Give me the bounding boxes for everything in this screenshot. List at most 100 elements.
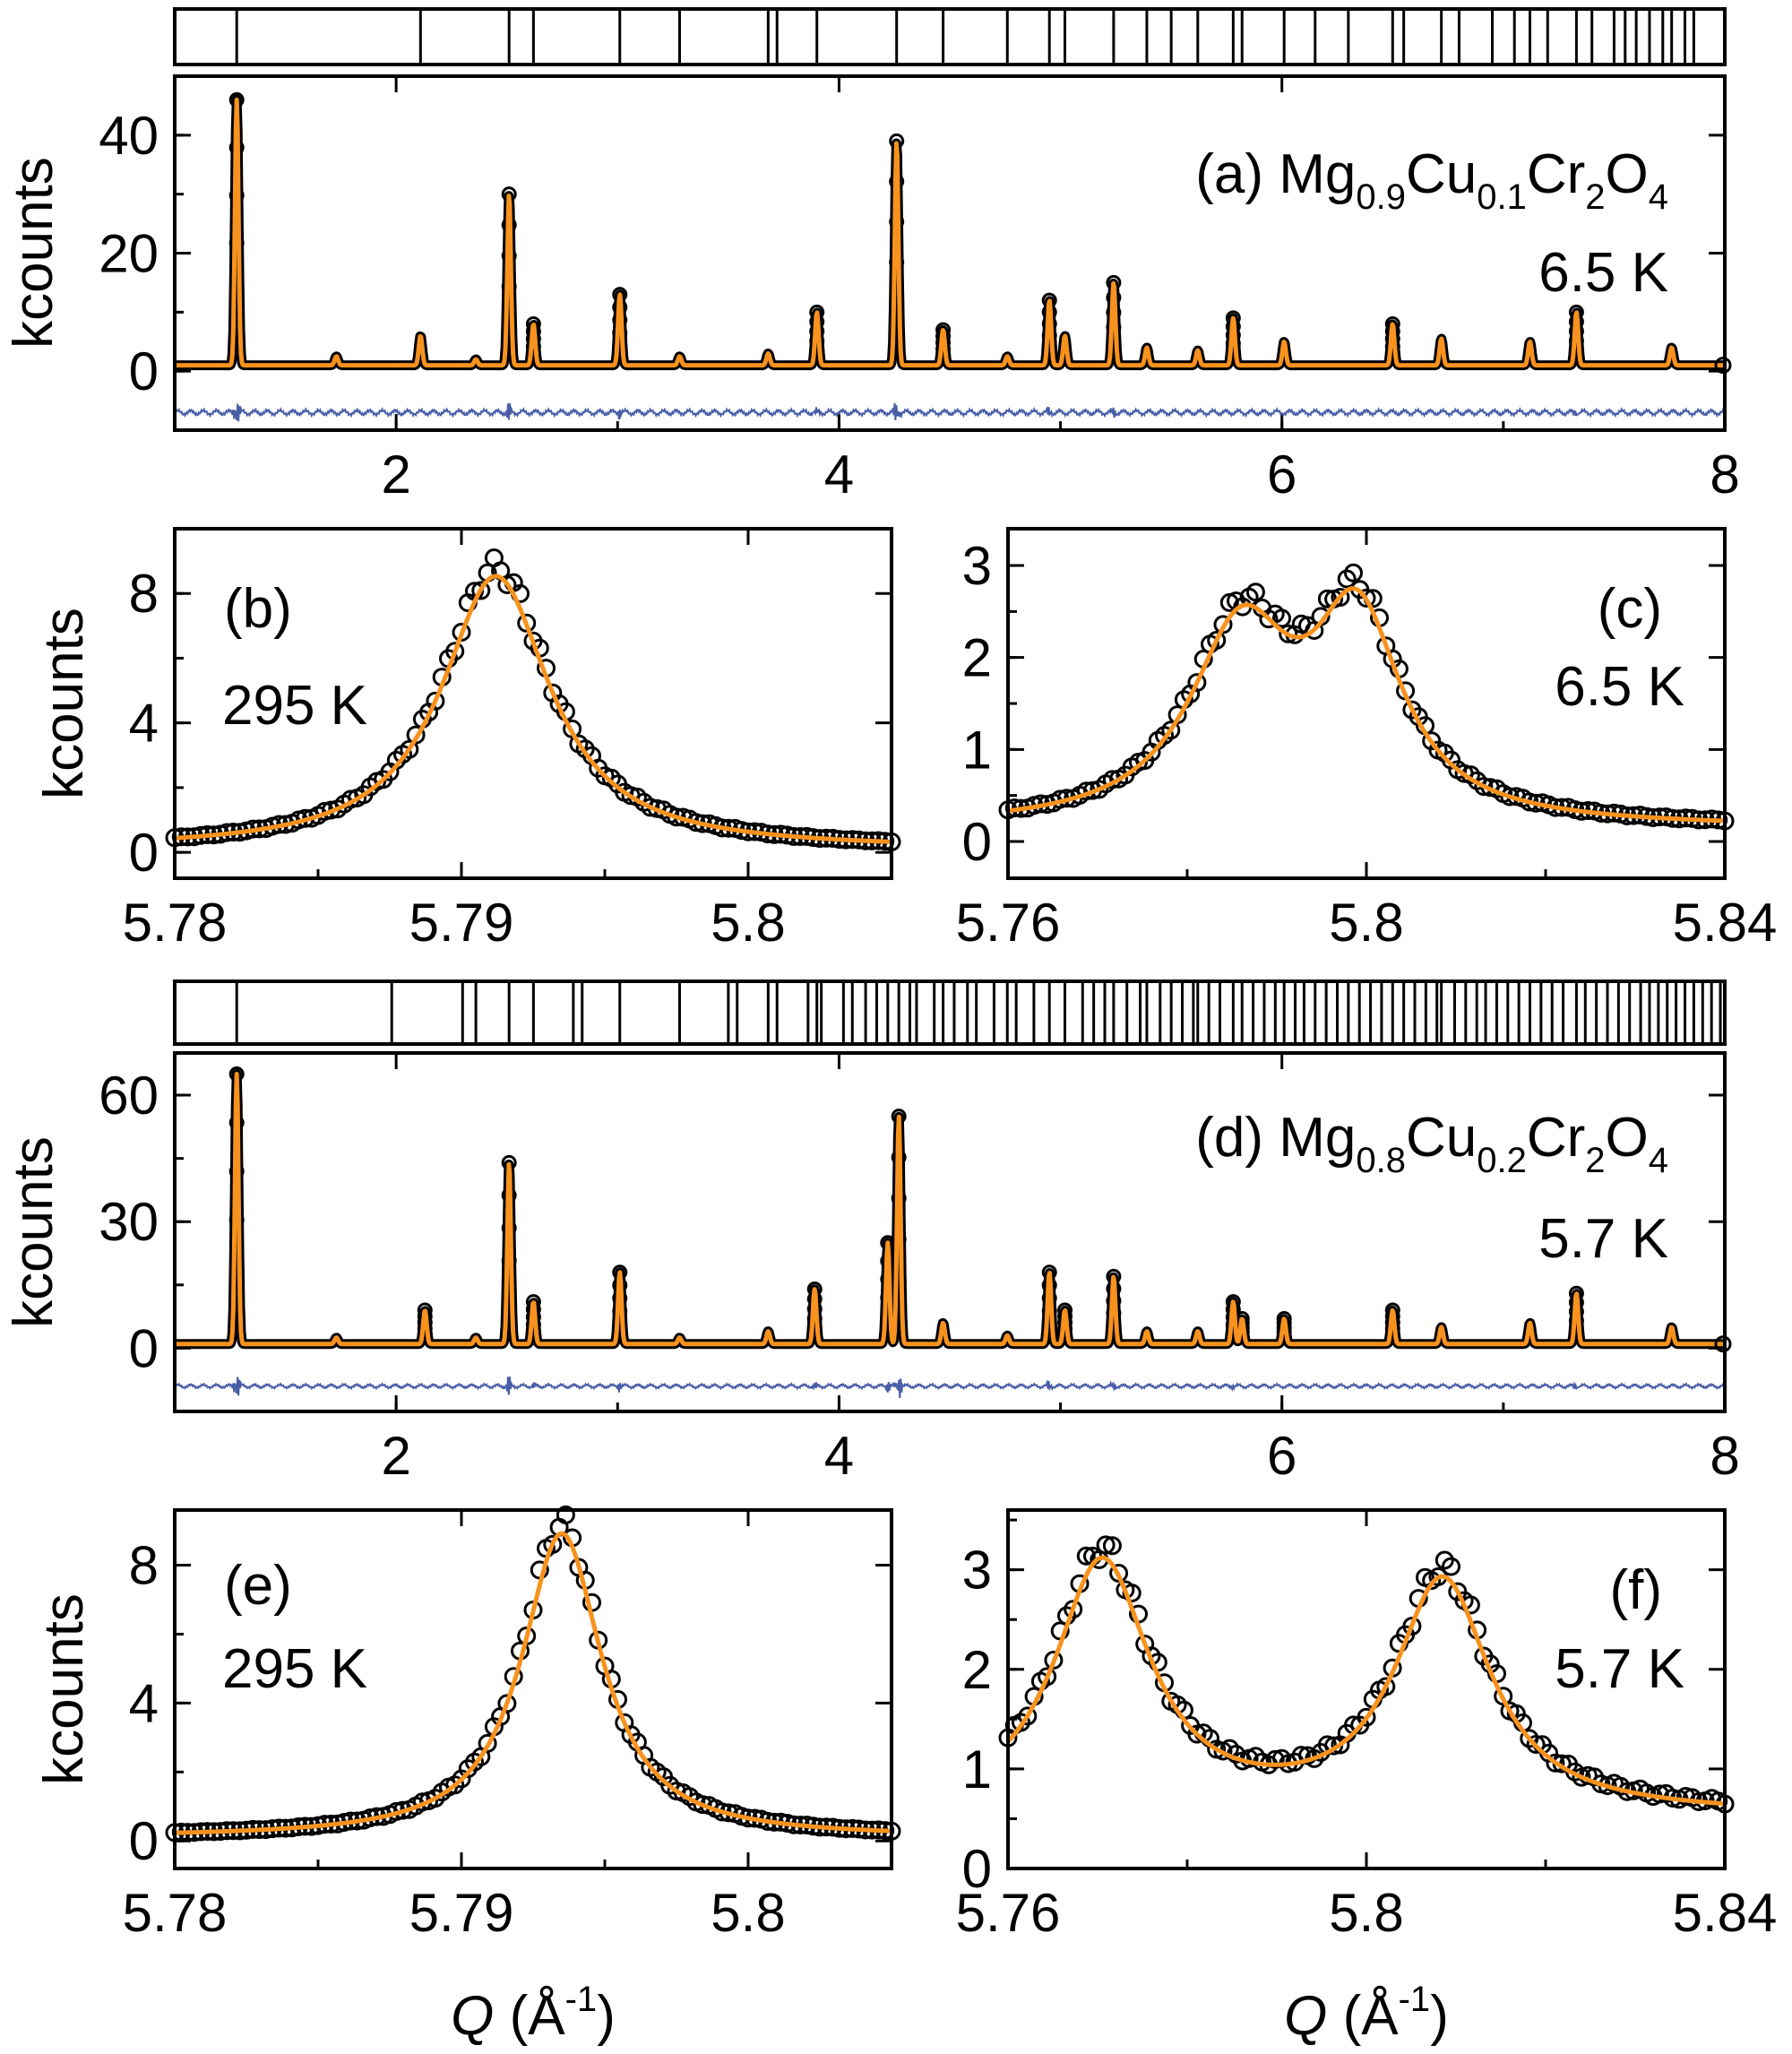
x-axis-label-right: Q (Å-1) [1284,1980,1449,2047]
difference-curve-d [174,1377,1725,1399]
data-point-f [1102,1536,1122,1556]
bragg-ticks-a [235,9,1695,65]
plot-area-b: 5.78 5.79 5.8 0 4 8 [123,527,901,953]
data-point-d [525,1325,541,1341]
x-tick-label-b: 5.78 [123,893,228,953]
panel-c-temperature: 6.5 K [1555,656,1684,718]
y-tick-label-b: 0 [129,823,159,883]
y-tick-label-a: 20 [99,224,159,284]
data-point-c [1344,563,1363,583]
panel-d: 2 4 6 8 0 30 60 (d) Mg0.8Cu0.2Cr2O4 5.7 K kcou… [3,1051,1740,1486]
data-point-a [1041,339,1057,355]
panel-b-temperature: 295 K [222,675,367,737]
data-point-e [693,1795,712,1815]
data-point-d [1106,1317,1122,1333]
data-point-c [1357,588,1376,608]
y-tick-label-b: 4 [129,694,159,754]
data-point-f [1402,1617,1422,1636]
data-point-c [1207,631,1227,650]
panel-f-label: (f) [1609,1559,1662,1621]
y-tick-label-b: 8 [129,564,159,624]
data-point-c [1279,624,1298,643]
fit-curve-e [174,1531,892,1835]
data-point-c [1422,731,1442,751]
data-point-d [501,1285,517,1301]
data-point-f [1357,1707,1376,1727]
x-tick-label-e: 5.79 [409,1883,514,1943]
data-point-f [1096,1535,1116,1555]
panel-f-temperature: 5.7 K [1555,1638,1684,1700]
data-point-f [1434,1550,1454,1570]
panel-b-label: (b) [224,578,292,640]
y-tick-label-e: 0 [129,1811,159,1871]
plot-area-f: 5.76 5.8 5.84 0 1 2 3 [956,1510,1777,1943]
data-point-e [478,1733,497,1753]
data-point-c [1161,721,1181,740]
data-point-f [1376,1677,1396,1696]
data-point-a [1225,344,1241,360]
x-tick-label-a: 6 [1267,444,1297,505]
panel-f: 5.76 5.8 5.84 0 1 2 3 (f) 5.7 K [956,1508,1777,1943]
data-point-a [1106,334,1122,350]
data-point-f [1265,1749,1285,1769]
x-tick-label-f: 5.8 [1329,1883,1403,1943]
y-tick-label-e: 8 [129,1536,159,1596]
fit-curve-c [1007,586,1726,824]
plot-area-d: 2 4 6 8 0 30 60 [99,1053,1740,1486]
y-tick-label-f: 0 [962,1839,992,1899]
data-point-e [497,1694,517,1713]
panel-e-ylabel: kcounts [33,1593,95,1785]
y-tick-label-c: 0 [962,812,992,872]
panel-e: 5.78 5.79 5.8 0 4 8 (e) 295 K kcounts [33,1505,901,1943]
y-tick-label-f: 2 [962,1640,992,1700]
data-point-b [641,798,660,817]
x-tick-label-f: 5.76 [956,1883,1061,1943]
x-tick-label-c: 5.76 [956,893,1061,953]
x-tick-label-e: 5.78 [123,1883,228,1943]
data-point-f [1018,1706,1038,1726]
data-point-d [891,1273,907,1289]
data-point-c [1317,589,1337,608]
data-point-b [471,581,491,600]
data-point-c [1213,615,1233,634]
data-point-e [556,1505,575,1524]
data-point-f [1076,1546,1096,1566]
y-tick-label-c: 1 [962,720,992,780]
panel-e-temperature: 295 K [222,1638,367,1700]
y-tick-label-d: 30 [99,1192,159,1252]
data-point-a [228,283,245,299]
panel-d-bragg-strip [173,980,1727,1046]
x-tick-label-b: 5.79 [409,893,514,953]
x-tick-label-b: 5.8 [711,893,785,953]
data-point-f [1064,1600,1083,1619]
x-axis-label-left: Q (Å-1) [451,1980,616,2047]
data-point-c [1474,777,1494,797]
plot-area-c: 5.76 5.8 5.84 0 1 2 3 [956,529,1778,953]
x-tick-label-d: 2 [381,1426,410,1486]
x-tick-label-e: 5.8 [711,1883,785,1943]
y-tick-label-f: 1 [962,1739,992,1799]
panel-a-temperature: 6.5 K [1538,242,1668,304]
x-tick-label-a: 2 [381,444,410,505]
data-point-f [1526,1735,1546,1754]
data-point-b [426,691,445,711]
panel-d-ylabel: kcounts [3,1136,65,1328]
x-tick-label-c: 5.84 [1673,893,1778,953]
y-tick-label-d: 60 [99,1066,159,1126]
data-point-d [228,1260,245,1276]
data-point-a [809,342,825,358]
fit-curve-b [174,574,892,844]
data-point-d [1041,1316,1057,1332]
data-point-b [406,725,426,745]
bragg-ticks-d [235,981,1722,1044]
panel-a-compound: (a) Mg0.9Cu0.1Cr2O4 [1195,143,1668,217]
y-tick-label-a: 40 [99,106,159,166]
panel-b-ylabel: kcounts [33,608,95,799]
x-tick-label-c: 5.8 [1329,893,1403,953]
y-tick-label-c: 2 [962,628,992,688]
fit-curve-f [1006,1555,1726,1807]
data-point-a [612,337,628,353]
x-tick-label-a: 8 [1710,444,1739,505]
y-tick-label-e: 4 [129,1673,159,1733]
